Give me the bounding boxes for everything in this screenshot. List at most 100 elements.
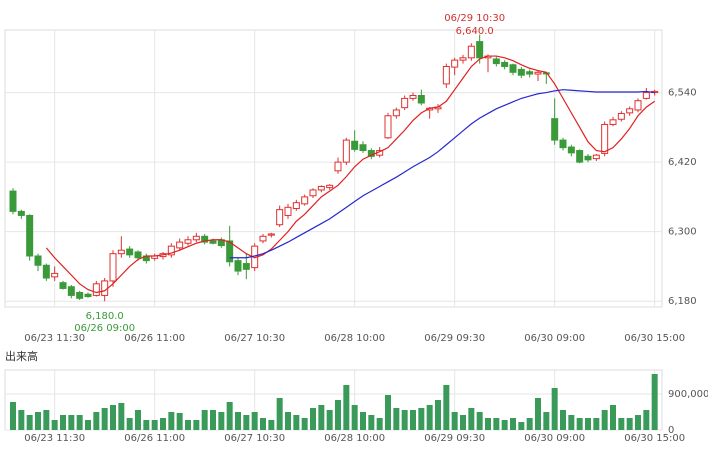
volume-bar (643, 410, 650, 430)
volume-bar (426, 405, 433, 430)
candle-body (242, 263, 250, 270)
high-time: 06/29 10:30 (444, 13, 505, 24)
volume-bar (210, 410, 216, 430)
volume-bar (335, 400, 341, 430)
x-tick-label: 06/30 09:00 (524, 333, 585, 344)
volume-bar (293, 415, 300, 430)
volume-bar (493, 418, 500, 430)
candle-body (309, 189, 317, 197)
volume-bar (118, 403, 125, 430)
x-tick-label: 06/30 09:00 (524, 433, 585, 444)
volume-bar (110, 405, 116, 430)
volume-bar (526, 418, 533, 430)
y-tick-label: 6,420 (668, 157, 697, 168)
x-tick-label: 06/27 10:30 (224, 433, 285, 444)
candle-body (234, 260, 242, 272)
volume-bar (410, 410, 416, 430)
candle-body (326, 184, 334, 189)
candle-body (626, 108, 634, 114)
volume-bar (626, 418, 633, 430)
candle-body (301, 196, 309, 205)
volume-bar (43, 410, 50, 430)
candle-body (176, 241, 184, 249)
x-tick-label: 06/23 11:30 (24, 333, 85, 344)
volume-bar (360, 412, 366, 430)
candle-body (392, 109, 400, 117)
volume-bar (518, 422, 525, 430)
volume-bar (418, 408, 425, 430)
volume-bar (193, 420, 200, 430)
volume-bar (326, 410, 333, 430)
volume-bar (18, 410, 25, 430)
candle-body (317, 185, 325, 191)
x-tick-label: 06/26 11:00 (124, 333, 185, 344)
candle-body (184, 239, 192, 244)
volume-bar (551, 388, 558, 430)
candle-body (226, 240, 234, 263)
volume-bar (401, 410, 408, 430)
x-tick-label: 06/28 10:00 (324, 333, 385, 344)
candle-body (451, 59, 459, 68)
candle-body (192, 235, 200, 241)
volume-bar (268, 420, 275, 430)
volume-bar (143, 420, 150, 430)
candle-body (59, 282, 67, 289)
volume-bar (251, 412, 258, 430)
candle-body (292, 202, 300, 209)
plot-frame (4, 29, 663, 308)
volume-bar (51, 420, 58, 430)
volume-bar (310, 408, 316, 430)
volume-bar (218, 412, 225, 430)
candle-body (417, 94, 425, 104)
candle-body (409, 94, 417, 99)
volume-bar (76, 415, 83, 430)
candle-body (34, 255, 42, 266)
volume-bar (35, 412, 41, 430)
candle-body (617, 112, 625, 120)
candle-body (634, 100, 642, 111)
x-tick-label: 06/29 09:30 (424, 433, 485, 444)
volume-bar (585, 418, 591, 430)
y-tick-label: 6,540 (668, 88, 697, 99)
candle-body (101, 280, 109, 296)
candle-body (567, 146, 575, 154)
volume-bar (593, 418, 600, 430)
candle-body (92, 283, 100, 296)
volume-bar (60, 415, 66, 430)
candle-body (17, 210, 25, 216)
volume-bar (443, 385, 450, 430)
volume-bar (460, 415, 466, 430)
volume-bar (226, 402, 233, 430)
y-tick-label: 6,180 (668, 296, 697, 307)
volume-bar (201, 410, 208, 430)
volume-bar (151, 420, 158, 430)
volume-bar (651, 374, 658, 430)
candle-body (109, 253, 117, 282)
candle-body (209, 240, 217, 244)
x-tick-label: 06/27 10:30 (224, 333, 285, 344)
volume-bar (368, 415, 375, 430)
candle-body (334, 161, 342, 172)
volume-bar (560, 410, 566, 430)
candle-body (526, 71, 534, 75)
volume-bar (176, 413, 183, 430)
candle-body (492, 58, 500, 65)
volume-tick-label: 0 (668, 425, 674, 436)
low-price: 6,180.0 (86, 311, 124, 322)
volume-bar (68, 415, 75, 430)
volume-bar (285, 412, 291, 430)
high-price: 6,640.0 (456, 26, 494, 37)
candle-body (351, 140, 359, 150)
candle-body (601, 123, 609, 154)
x-tick-label: 06/26 11:00 (124, 433, 185, 444)
volume-bar (135, 410, 141, 430)
volume-bar (535, 398, 541, 430)
candle-body (576, 150, 584, 163)
candle-body (459, 57, 467, 61)
candle-body (359, 144, 367, 152)
volume-bar (26, 415, 33, 430)
candle-body (551, 118, 559, 141)
candle-body (401, 97, 409, 109)
candle-body (201, 235, 209, 243)
